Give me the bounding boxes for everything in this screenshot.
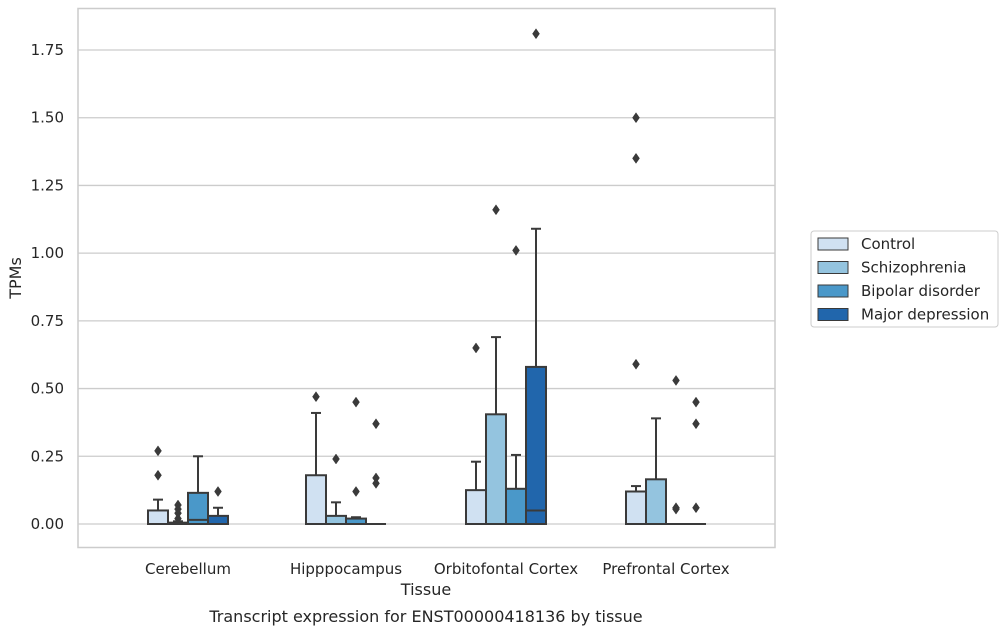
box-iqr — [325, 514, 347, 525]
y-tick-label: 1.00 — [31, 244, 64, 262]
legend-label: Bipolar disorder — [861, 282, 981, 300]
outlier-point — [214, 486, 222, 497]
box-schizophrenia — [325, 453, 347, 525]
outlier-point — [154, 469, 162, 481]
box-iqr — [645, 478, 667, 525]
box-major-depression — [207, 486, 229, 525]
box-iqr — [525, 365, 547, 525]
legend-label: Control — [861, 235, 915, 253]
box-bipolar-disorder — [345, 396, 367, 526]
box-iqr — [465, 489, 487, 525]
box-major-depression — [366, 418, 386, 525]
y-tick-label: 0.25 — [31, 447, 64, 465]
outlier-point — [672, 502, 680, 514]
plot-area-frame — [77, 7, 776, 549]
gridlines — [78, 49, 775, 525]
y-tick-label: 0.00 — [31, 515, 64, 533]
outlier-point — [472, 342, 480, 354]
box-iqr — [187, 491, 209, 526]
y-tick-label: 1.50 — [31, 109, 64, 127]
box-iqr — [147, 509, 169, 526]
outlier-point — [492, 204, 500, 216]
y-tick-labels: 0.00 0.25 0.50 0.75 1.00 1.25 1.50 1.75 — [31, 41, 64, 533]
outlier-point — [352, 486, 360, 497]
legend-swatch — [817, 308, 849, 321]
outlier-point — [532, 28, 540, 40]
box-iqr — [485, 413, 507, 525]
legend-swatch — [817, 237, 849, 251]
outlier-point — [312, 391, 320, 403]
outlier-point — [372, 472, 380, 484]
box-major-depression — [686, 396, 706, 525]
outlier-point — [632, 358, 640, 370]
outlier-point — [352, 396, 360, 408]
y-tick-label: 0.50 — [31, 380, 64, 398]
x-tick-labels: Cerebellum Hipppocampus Orbitofontal Corte… — [145, 560, 730, 578]
box-schizophrenia — [645, 417, 667, 525]
box-iqr — [505, 487, 527, 526]
legend: Control Schizophrenia Bipolar disorder Majo… — [810, 230, 999, 328]
box-bipolar-disorder — [505, 244, 527, 526]
boxes — [147, 28, 706, 526]
x-tick-label: Hipppocampus — [290, 560, 402, 578]
outlier-point — [672, 375, 680, 386]
box-control — [147, 445, 169, 526]
x-tick-label: Cerebellum — [145, 560, 231, 578]
outlier-point — [332, 453, 340, 465]
chart-title: Transcript expression for ENST0000041813… — [208, 607, 642, 626]
box-iqr — [305, 474, 327, 526]
outlier-point — [632, 112, 640, 124]
legend-swatch — [817, 261, 849, 274]
x-tick-label: Prefrontal Cortex — [602, 560, 729, 578]
x-axis-title: Tissue — [400, 580, 451, 599]
outlier-point — [154, 445, 162, 457]
y-axis-title: TPMs — [6, 257, 25, 300]
y-tick-label: 1.75 — [31, 41, 64, 59]
box-iqr — [625, 490, 647, 525]
outlier-point — [632, 152, 640, 164]
legend-label: Schizophrenia — [861, 259, 966, 277]
box-schizophrenia — [167, 499, 189, 525]
outlier-point — [174, 499, 182, 511]
box-control — [625, 112, 647, 525]
box-major-depression — [525, 28, 547, 525]
outlier-point — [372, 418, 380, 430]
box-control — [465, 342, 487, 525]
outlier-point — [692, 396, 700, 408]
outlier-point — [692, 502, 700, 514]
box-bipolar-disorder — [187, 455, 209, 526]
legend-entries: Control Schizophrenia Bipolar disorder Majo… — [817, 235, 989, 324]
y-tick-label: 1.25 — [31, 176, 64, 194]
outlier-point — [512, 244, 520, 256]
legend-swatch — [817, 284, 849, 298]
box-iqr — [207, 514, 229, 525]
box-schizophrenia — [485, 204, 507, 525]
box-bipolar-disorder — [666, 375, 686, 525]
legend-label: Major depression — [861, 306, 989, 324]
legend-frame — [810, 230, 999, 328]
x-tick-label: Orbitofontal Cortex — [434, 560, 578, 578]
box-control — [305, 391, 327, 526]
y-tick-label: 0.75 — [31, 312, 64, 330]
outlier-point — [692, 418, 700, 430]
